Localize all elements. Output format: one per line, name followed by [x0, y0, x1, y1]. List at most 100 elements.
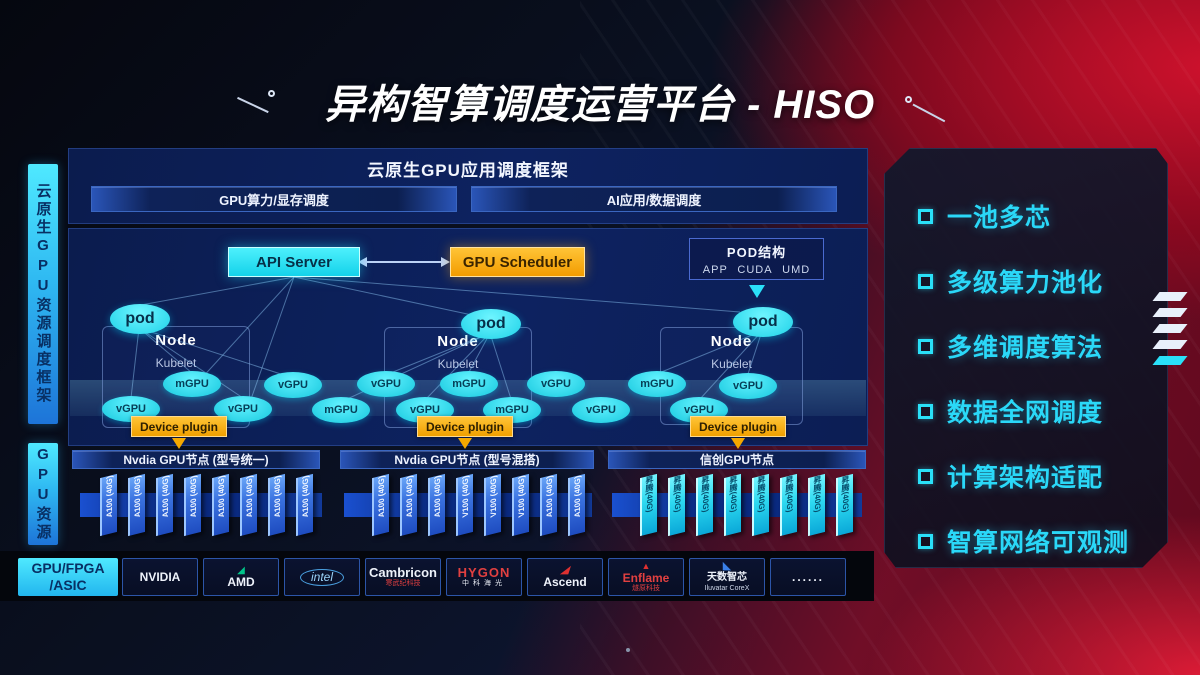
hazard-stripe	[1152, 324, 1188, 333]
circuit-dot-icon	[268, 90, 275, 97]
square-bullet-icon	[918, 209, 933, 224]
gpu-card[interactable]: A100 (40G)	[400, 473, 417, 537]
vendor-tile-nvidia[interactable]: NVIDIA	[122, 558, 198, 596]
circuit-dot-icon	[905, 96, 912, 103]
gpu-card-label: 昇腾(40G)	[701, 474, 710, 514]
gpu-card[interactable]: 昇腾(40G)	[724, 473, 741, 537]
gpu-compute-memory-scheduling-bar[interactable]: GPU算力/显存调度	[91, 186, 457, 212]
gpu-card[interactable]: A100 (40G)	[100, 473, 117, 537]
gpu-card[interactable]: V100 (40G)	[512, 473, 529, 537]
pod-structure-items: APP CUDA UMD	[690, 264, 823, 276]
gpu-card[interactable]: 昇腾(40G)	[668, 473, 685, 537]
gpu-card[interactable]: 昇腾(40G)	[640, 473, 657, 537]
square-bullet-icon	[918, 274, 933, 289]
node-label: Node	[155, 332, 197, 349]
gpu-card[interactable]: 昇腾(40G)	[836, 473, 853, 537]
gpu-card-label: A100 (40G)	[301, 474, 310, 519]
ai-app-data-scheduling-bar[interactable]: AI应用/数据调度	[471, 186, 837, 212]
framework-title: 云原生GPU应用调度框架	[367, 161, 569, 180]
vgpu-ellipse[interactable]: vGPU	[264, 372, 322, 398]
device-plugin-arrow-icon	[172, 438, 186, 449]
vendor-tile-iluvatar[interactable]: ◣ 天数智芯 Iluvatar CoreX	[689, 558, 765, 596]
gpu-node-header-1[interactable]: Nvdia GPU节点 (型号统一)	[72, 450, 320, 469]
enflame-logo-name: Enflame	[622, 570, 670, 585]
pod-structure-pointer-icon	[749, 285, 765, 298]
iluvatar-logo-icon: ◣	[722, 559, 732, 572]
pod-structure-box: POD结构 APP CUDA UMD	[689, 238, 824, 280]
vendor-tile-ascend[interactable]: ◢ Ascend	[527, 558, 603, 596]
pod-item-umd: UMD	[782, 264, 811, 276]
gpu-card[interactable]: V100 (40G)	[484, 473, 501, 537]
pod-ellipse-3[interactable]: pod	[733, 307, 793, 337]
gpu-card[interactable]: A100 (40G)	[156, 473, 173, 537]
hazard-stripe	[1152, 292, 1188, 301]
badge-line1: GPU/FPGA	[31, 560, 105, 576]
vgpu-ellipse[interactable]: vGPU	[572, 397, 630, 423]
feature-label: 数据全网调度	[947, 399, 1104, 427]
api-server-box[interactable]: API Server	[228, 247, 360, 277]
gpu-card-label: 昇腾(40G)	[729, 474, 738, 514]
gpu-card[interactable]: A100 (40G)	[540, 473, 557, 537]
gpu-scheduler-box[interactable]: GPU Scheduler	[450, 247, 585, 277]
intel-logo-name: intel	[299, 568, 344, 586]
gpu-card-label: A100 (40G)	[573, 474, 582, 519]
gpu-card[interactable]: A100 (40G)	[428, 473, 445, 537]
gpu-card[interactable]: A100 (40G)	[268, 473, 285, 537]
gpu-card[interactable]: A100 (40G)	[240, 473, 257, 537]
gpu-card[interactable]: V100 (40G)	[456, 473, 473, 537]
vgpu-ellipse[interactable]: vGPU	[719, 373, 777, 399]
gpu-card-label: A100 (40G)	[545, 474, 554, 519]
pod-item-app: APP	[702, 264, 728, 276]
vgpu-ellipse[interactable]: vGPU	[527, 371, 585, 397]
kubelet-label: Kubelet	[711, 357, 752, 371]
feature-label: 多维调度算法	[947, 334, 1104, 362]
gpu-card[interactable]: A100 (40G)	[212, 473, 229, 537]
vendor-tile-hygon[interactable]: HYGON 中科海光	[446, 558, 522, 596]
gpu-card[interactable]: A100 (40G)	[372, 473, 389, 537]
vendor-tile-cambricon[interactable]: Cambricon 寒武纪科技	[365, 558, 441, 596]
ascend-logo-icon: ◢	[558, 564, 572, 576]
pod-ellipse-1[interactable]: pod	[110, 304, 170, 334]
node-label: Node	[710, 333, 753, 350]
pod-ellipse-2[interactable]: pod	[461, 309, 521, 339]
iluvatar-logo-name: 天数智芯	[707, 571, 747, 583]
gpu-card-label: 昇腾(40G)	[757, 474, 766, 514]
gpu-card[interactable]: A100 (40G)	[128, 473, 145, 537]
gpu-card-label: A100 (40G)	[105, 474, 114, 519]
feature-item-3: 多维调度算法	[918, 328, 1103, 364]
square-bullet-icon	[918, 469, 933, 484]
enflame-logo-icon: ▲	[641, 560, 651, 571]
gpu-card[interactable]: 昇腾(40G)	[808, 473, 825, 537]
cambricon-logo-name: Cambricon	[369, 564, 437, 580]
app-scheduling-framework-panel: 云原生GPU应用调度框架 GPU算力/显存调度 AI应用/数据调度	[68, 148, 868, 224]
gpu-card-label: V100 (40G)	[517, 474, 526, 519]
gpu-card[interactable]: A100 (40G)	[568, 473, 585, 537]
gpu-card[interactable]: A100 (40G)	[296, 473, 313, 537]
gpu-card[interactable]: A100 (40G)	[184, 473, 201, 537]
feature-label: 多级算力池化	[947, 269, 1104, 297]
device-plugin-3[interactable]: Device plugin	[690, 416, 786, 437]
kubelet-label: Kubelet	[155, 356, 197, 370]
vendor-tile-amd[interactable]: ◢ AMD	[203, 558, 279, 596]
vendor-tile-intel[interactable]: intel	[284, 558, 360, 596]
gpu-card-label: V100 (40G)	[489, 474, 498, 519]
mgpu-ellipse[interactable]: mGPU	[312, 397, 370, 423]
gpu-card[interactable]: 昇腾(40G)	[752, 473, 769, 537]
device-plugin-1[interactable]: Device plugin	[131, 416, 227, 437]
vgpu-ellipse[interactable]: vGPU	[357, 371, 415, 397]
mgpu-ellipse[interactable]: mGPU	[440, 371, 498, 397]
gpu-card[interactable]: 昇腾(40G)	[780, 473, 797, 537]
mgpu-ellipse[interactable]: mGPU	[628, 371, 686, 397]
vendor-tile-more[interactable]: ......	[770, 558, 846, 596]
feature-item-4: 数据全网调度	[918, 393, 1103, 429]
footer-dot	[626, 648, 630, 652]
mgpu-ellipse[interactable]: mGPU	[163, 371, 221, 397]
page-title: 异构智算调度运营平台 - HISO	[324, 83, 876, 127]
hazard-stripe	[1152, 308, 1188, 317]
gpu-node-header-3[interactable]: 信创GPU节点	[608, 450, 866, 469]
vendor-tile-enflame[interactable]: ▲ Enflame 燧原科技	[608, 558, 684, 596]
device-plugin-2[interactable]: Device plugin	[417, 416, 513, 437]
gpu-card[interactable]: 昇腾(40G)	[696, 473, 713, 537]
gpu-node-header-2[interactable]: Nvdia GPU节点 (型号混搭)	[340, 450, 594, 469]
gpu-fpga-asic-badge: GPU/FPGA /ASIC	[18, 558, 118, 596]
